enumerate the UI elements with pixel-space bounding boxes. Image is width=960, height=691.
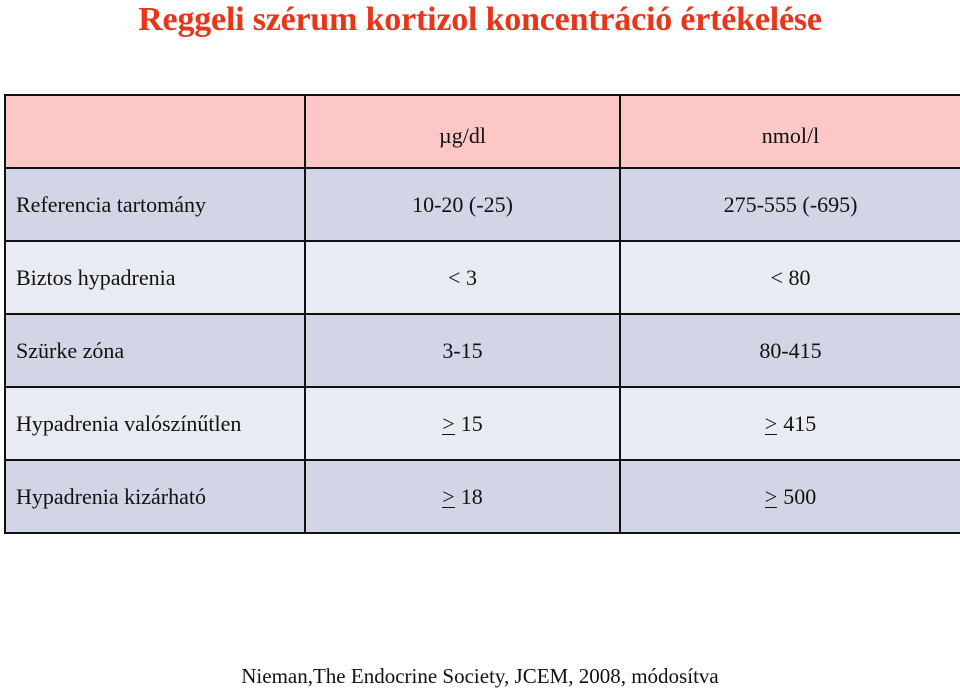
table-header-row: µg/dl nmol/l — [4, 94, 960, 169]
cell-nmoll: >500 — [619, 459, 960, 534]
cell-ugdl: < 3 — [304, 240, 621, 315]
header-cell-ugdl: µg/dl — [304, 94, 621, 169]
cell-ugdl: >15 — [304, 386, 621, 461]
cell-nmoll: >415 — [619, 386, 960, 461]
greater-equal-sign: > — [764, 483, 778, 509]
cell-ugdl: 10-20 (-25) — [304, 167, 621, 242]
table-row: Hypadrenia valószínűtlen >15 >415 — [4, 386, 960, 461]
cell-nmoll: 80-415 — [619, 313, 960, 388]
row-label: Hypadrenia valószínűtlen — [4, 386, 306, 461]
header-cell-nmoll: nmol/l — [619, 94, 960, 169]
cell-ugdl: >18 — [304, 459, 621, 534]
row-label: Szürke zóna — [4, 313, 306, 388]
cell-nmoll: < 80 — [619, 240, 960, 315]
row-label: Biztos hypadrenia — [4, 240, 306, 315]
row-label: Hypadrenia kizárható — [4, 459, 306, 534]
greater-equal-sign: > — [442, 410, 456, 436]
header-cell-empty — [4, 94, 306, 169]
table-row: Hypadrenia kizárható >18 >500 — [4, 459, 960, 534]
cortisol-table: µg/dl nmol/l Referencia tartomány 10-20 … — [4, 94, 960, 534]
greater-equal-sign: > — [764, 410, 778, 436]
slide-title: Reggeli szérum kortizol koncentráció ért… — [138, 1, 822, 38]
table-row: Szürke zóna 3-15 80-415 — [4, 313, 960, 388]
row-label: Referencia tartomány — [4, 167, 306, 242]
cell-nmoll: 275-555 (-695) — [619, 167, 960, 242]
cell-ugdl: 3-15 — [304, 313, 621, 388]
table-row: Biztos hypadrenia < 3 < 80 — [4, 240, 960, 315]
table-row: Referencia tartomány 10-20 (-25) 275-555… — [4, 167, 960, 242]
source-citation: Nieman,The Endocrine Society, JCEM, 2008… — [241, 664, 719, 688]
greater-equal-sign: > — [442, 483, 456, 509]
